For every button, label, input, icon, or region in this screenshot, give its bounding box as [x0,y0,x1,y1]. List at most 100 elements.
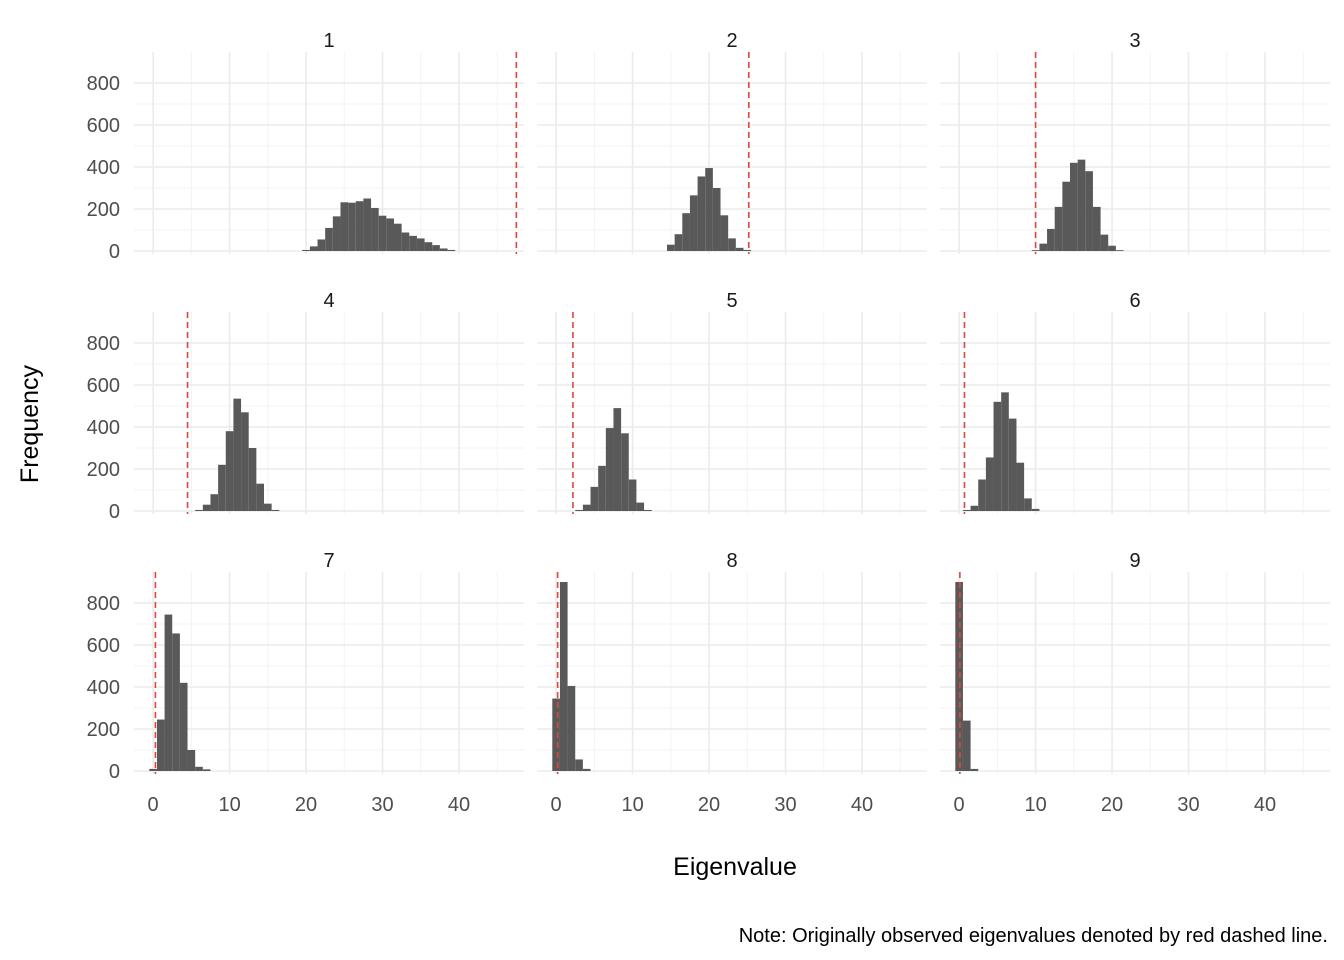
histogram-bar [195,766,203,771]
histogram-bars [552,582,591,771]
x-tick-label: 20 [1101,794,1123,816]
facet-strip-label: 3 [1129,30,1140,52]
histogram-bar [970,505,979,511]
histogram-bar [689,195,698,251]
histogram-bars [962,392,1040,511]
histogram-bar [552,698,560,771]
histogram-bars [195,398,280,511]
x-tick-label: 40 [448,794,470,816]
histogram-bar [325,227,333,251]
histogram-bar [582,768,591,771]
y-axis-title: Frequency [16,364,44,483]
x-tick-label: 0 [551,794,562,816]
histogram-bar [401,232,410,251]
histogram-bar [1092,206,1101,251]
facet-strip-label: 8 [726,550,737,572]
histogram-bar [386,218,394,251]
histogram-bar [409,235,417,251]
histogram-bar [598,465,606,511]
histogram-bar [1031,250,1040,251]
y-tick-label: 800 [87,333,120,355]
histogram-bar [394,223,402,251]
facet-strip-label: 6 [1129,290,1140,312]
histogram-bar [256,483,264,511]
histogram-bar [1047,228,1055,251]
histogram-bar [1077,159,1086,251]
y-axis-tick-labels: 0 200 400 600 800 0 200 400 600 800 0 200 400 600 800 [87,73,120,783]
histogram-bar [743,249,752,251]
x-tick-label: 20 [295,794,317,816]
histogram-bar [340,202,349,251]
histogram-bar [378,215,387,251]
histogram-bar [1039,243,1048,251]
y-tick-label: 400 [87,157,120,179]
panel-1: 1 [134,30,524,254]
histogram-bar [605,428,614,511]
histogram-bar [1108,245,1116,251]
histogram-bar [332,216,341,251]
panel-9: 9 [940,550,1330,774]
x-tick-label: 40 [1254,794,1276,816]
y-tick-label: 600 [87,375,120,397]
histogram-bar [962,509,971,511]
y-tick-label: 0 [109,501,120,523]
histogram-bar [248,448,257,511]
histogram-bar [172,633,180,771]
x-tick-label: 0 [148,794,159,816]
panel-3: 3 [940,30,1330,254]
histogram-bars [667,168,752,251]
y-tick-label: 400 [87,677,120,699]
histogram-bar [682,213,690,251]
facet-strip-label: 1 [323,30,334,52]
histogram-bar [1070,162,1078,251]
y-tick-label: 600 [87,115,120,137]
x-tick-label: 10 [218,794,240,816]
histogram-bar [735,247,744,251]
histogram-bar [302,249,310,251]
histogram-bars [149,614,211,771]
histogram-bar [363,198,372,251]
x-tick-label: 30 [774,794,796,816]
histogram-bar [613,408,622,511]
histogram-bar [712,188,721,251]
histogram-bar [728,238,736,251]
y-tick-label: 200 [87,199,120,221]
histogram-bar [202,769,211,771]
panel-5: 5 [537,290,927,514]
histogram-bar [582,504,591,511]
histogram-bar [1001,392,1009,511]
histogram-bar [985,457,994,511]
x-tick-label: 30 [371,794,393,816]
histogram-bar [674,234,683,251]
histogram-bar [309,246,318,251]
histogram-bar [636,502,645,511]
facet-strip-label: 2 [726,30,737,52]
histogram-bar [1016,462,1025,511]
histogram-bar [241,412,249,511]
histogram-bar [447,249,456,251]
histogram-bar [993,401,1002,511]
histogram-bar [156,719,165,771]
histogram-bar [667,244,675,251]
histogram-bar [1115,250,1124,251]
y-tick-label: 200 [87,459,120,481]
y-tick-label: 200 [87,719,120,741]
histogram-bar [621,433,629,511]
histogram-bar [644,509,652,511]
panel-8: 8 [537,550,927,774]
histogram-bar [575,759,583,771]
histogram-bar [218,464,226,511]
panel-6: 6 [940,290,1330,514]
histogram-bar [210,494,219,511]
histogram-bar [1031,508,1040,511]
histogram-bar [559,582,568,771]
histogram-bar [225,431,234,511]
histogram-bar [705,168,713,251]
histogram-bar [1062,181,1070,251]
histogram-bar [317,239,326,251]
histogram-bar [424,242,433,251]
histogram-bar [978,479,986,511]
histogram-bar [439,248,448,251]
x-tick-label: 10 [621,794,643,816]
